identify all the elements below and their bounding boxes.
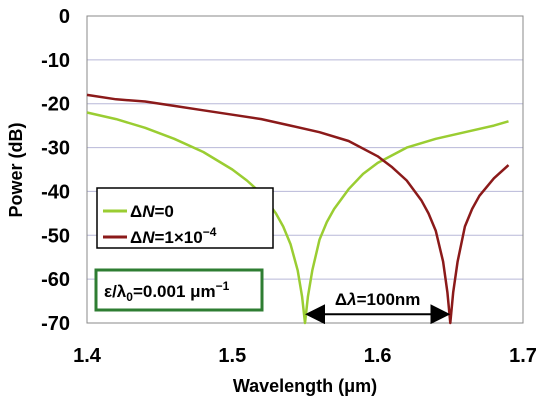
delta-lambda-label: Δλ=100nm [335,290,420,309]
delta-lambda-prefix: Δ [335,290,347,309]
param-mid: =0.001 μm [133,282,216,301]
legend-1-suffix: =0 [155,202,174,221]
legend-2-italic: N [142,228,155,247]
legend-1-italic: N [142,202,155,221]
param-sub: 0 [126,290,133,304]
delta-lambda-suffix: =100nm [357,290,421,309]
y-tick-label: -60 [41,269,70,291]
delta-lambda-italic: λ [346,290,356,309]
legend-2-suffix: =1×10 [155,228,203,247]
parameter-annotation: ε/λ0=0.001 μm−1 [94,268,264,312]
x-tick-label: 1.7 [509,345,537,367]
legend-label-series-1: ΔN=0 [130,202,174,221]
x-tick-labels: 1.4 1.5 1.6 1.7 [73,345,537,367]
y-axis-title: Power (dB) [6,122,26,217]
legend-2-sup: −4 [203,225,217,239]
series-line-2 [86,93,510,325]
y-tick-label: -70 [41,313,70,335]
x-tick-label: 1.5 [218,345,246,367]
y-tick-labels: 0 -10 -20 -30 -40 -50 -60 -70 [41,6,70,335]
parameter-box [94,268,264,312]
param-prefix: ε/λ [104,282,127,301]
y-tick-label: -30 [41,138,70,160]
legend-1-prefix: Δ [130,202,142,221]
y-tick-label: 0 [59,6,70,28]
param-sup: −1 [216,279,230,293]
parameter-label: ε/λ0=0.001 μm−1 [104,279,230,304]
legend: ΔN=0 ΔN=1×10−4 [96,187,274,249]
x-axis-title: Wavelength (μm) [233,376,377,396]
x-tick-label: 1.4 [73,345,102,367]
legend-label-series-2: ΔN=1×10−4 [130,225,217,247]
x-tick-label: 1.6 [364,345,392,367]
y-tick-label: -40 [41,181,70,203]
y-tick-label: -20 [41,94,70,116]
legend-2-prefix: Δ [130,228,142,247]
y-tick-label: -50 [41,225,70,247]
y-tick-label: -10 [41,50,70,72]
